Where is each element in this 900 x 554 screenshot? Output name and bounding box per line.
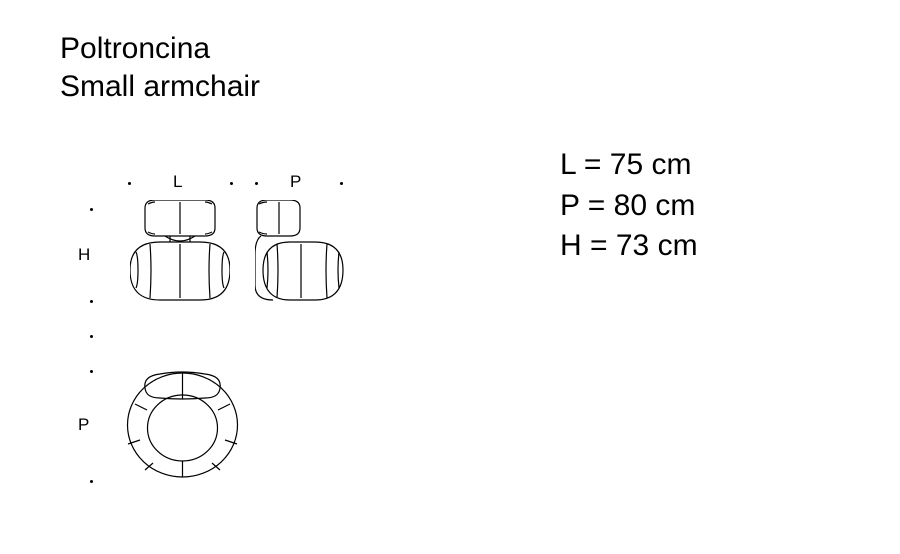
dim-dot [255,182,258,185]
dim-dot [90,335,93,338]
dim-H-unit: cm [658,229,698,262]
dim-dot [90,208,93,211]
dimension-P: P = 80 cm [560,186,698,227]
dim-P-value: 80 [614,189,647,222]
dimension-H: H = 73 cm [560,226,698,267]
diagram-label-P-top: P [290,172,301,192]
dim-L-value: 75 [610,148,643,181]
side-view [255,200,345,305]
front-view [130,200,230,305]
technical-diagram: L P H P [60,170,410,530]
dim-dot [230,182,233,185]
dim-dot [128,182,131,185]
diagram-label-P-left: P [78,415,89,435]
title-line-2: Small armchair [60,68,260,106]
top-view [125,370,240,480]
dim-dot [90,370,93,373]
diagram-label-L: L [173,172,182,192]
dim-dot [340,182,343,185]
dim-dot [90,480,93,483]
dim-L-unit: cm [652,148,692,181]
dim-L-label: L [560,148,576,181]
title-line-1: Poltroncina [60,30,260,68]
dimension-L: L = 75 cm [560,145,698,186]
dim-P-label: P [560,189,579,222]
dim-dot [90,300,93,303]
dimensions-block: L = 75 cm P = 80 cm H = 73 cm [560,145,698,267]
diagram-label-H: H [78,245,90,265]
dim-P-unit: cm [655,189,695,222]
dim-H-label: H [560,229,582,262]
dim-H-value: 73 [616,229,649,262]
title-block: Poltroncina Small armchair [60,30,260,105]
